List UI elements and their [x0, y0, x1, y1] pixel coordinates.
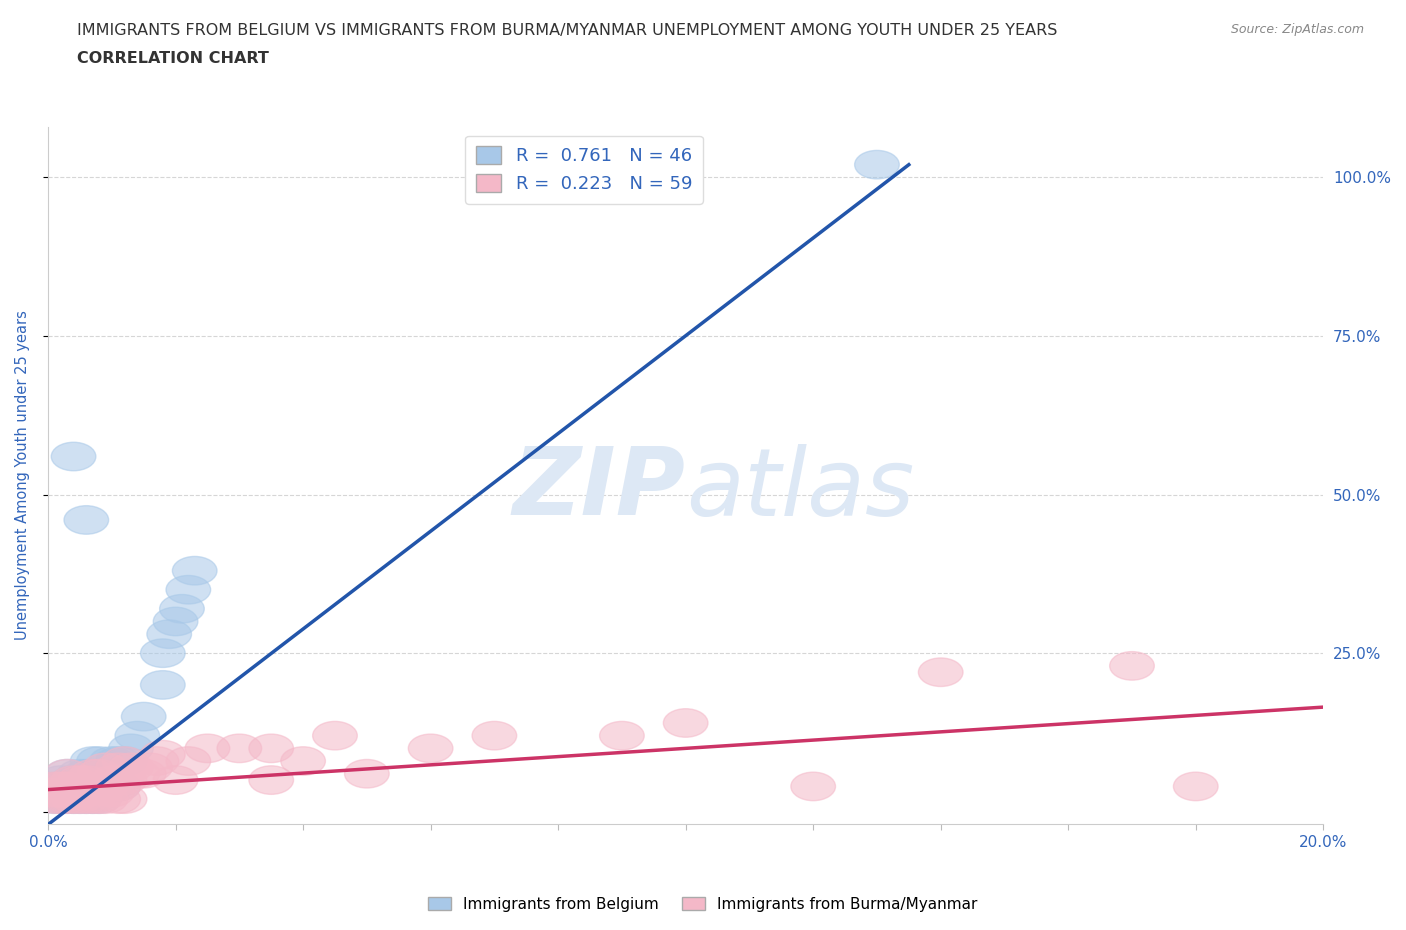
Y-axis label: Unemployment Among Youth under 25 years: Unemployment Among Youth under 25 years — [15, 311, 30, 641]
Text: CORRELATION CHART: CORRELATION CHART — [77, 51, 269, 66]
Text: Source: ZipAtlas.com: Source: ZipAtlas.com — [1230, 23, 1364, 36]
Text: ZIP: ZIP — [513, 444, 686, 536]
Legend: R =  0.761   N = 46, R =  0.223   N = 59: R = 0.761 N = 46, R = 0.223 N = 59 — [465, 136, 703, 204]
Text: atlas: atlas — [686, 444, 914, 535]
Legend: Immigrants from Belgium, Immigrants from Burma/Myanmar: Immigrants from Belgium, Immigrants from… — [422, 890, 984, 918]
Text: IMMIGRANTS FROM BELGIUM VS IMMIGRANTS FROM BURMA/MYANMAR UNEMPLOYMENT AMONG YOUT: IMMIGRANTS FROM BELGIUM VS IMMIGRANTS FR… — [77, 23, 1057, 38]
